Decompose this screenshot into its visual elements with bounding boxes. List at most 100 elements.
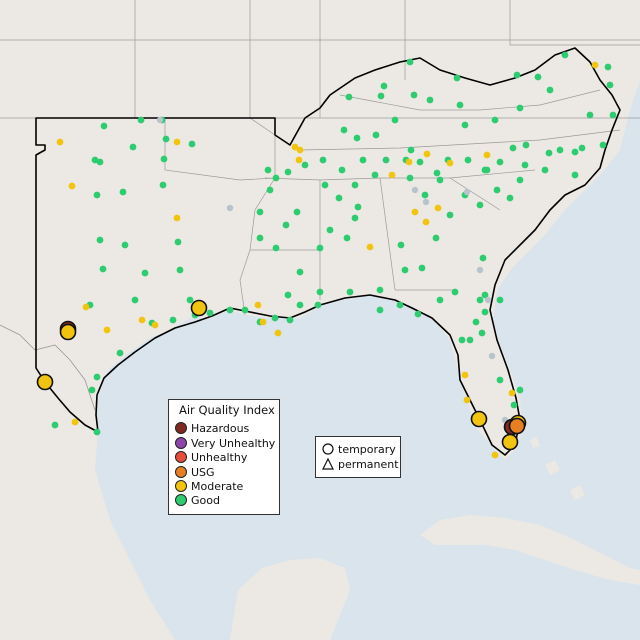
good-site-marker: [116, 349, 124, 357]
unhealthy-swatch: [175, 451, 187, 463]
site-type-legend: temporary permanent: [315, 436, 401, 478]
good-site-marker: [478, 329, 486, 337]
good-site-marker: [451, 288, 459, 296]
good-site-marker: [129, 143, 137, 151]
good-site-marker: [100, 122, 108, 130]
triangle-icon: [322, 458, 334, 470]
moderate-site-marker: [151, 321, 159, 329]
good-site-marker: [561, 51, 569, 59]
good-site-marker: [406, 174, 414, 182]
good-site-marker: [606, 81, 614, 89]
good-site-marker: [256, 208, 264, 216]
good-site-marker: [418, 264, 426, 272]
moderate-site-marker: [291, 143, 299, 151]
good-site-marker: [407, 146, 415, 154]
legend-row-temporary: temporary: [322, 442, 396, 456]
good-site-marker: [343, 234, 351, 242]
good-site-marker: [91, 156, 99, 164]
good-site-marker: [206, 309, 214, 317]
good-site-marker: [472, 318, 480, 326]
good-site-marker: [340, 126, 348, 134]
good-site-marker: [416, 158, 424, 166]
good-site-marker: [578, 144, 586, 152]
nodata-sites: [156, 116, 509, 424]
moderate-site-marker: [138, 316, 146, 324]
good-site-marker: [466, 336, 474, 344]
good-site-marker: [99, 265, 107, 273]
good-site-marker: [446, 211, 454, 219]
good-site-marker: [264, 166, 272, 174]
aqi-legend-title: Air Quality Index: [179, 403, 275, 417]
moderate-site-marker: [461, 371, 469, 379]
good-site-marker: [406, 58, 414, 66]
moderate-site-marker: [173, 138, 181, 146]
good-site-marker: [121, 241, 129, 249]
good-site-marker: [433, 169, 441, 177]
legend-row-permanent: permanent: [322, 457, 399, 471]
moderate-site-marker: [254, 301, 262, 309]
good-site-marker: [426, 96, 434, 104]
good-site-marker: [476, 296, 484, 304]
good-site-marker: [351, 181, 359, 189]
good-site-marker: [436, 296, 444, 304]
moderate-site-marker: [405, 158, 413, 166]
good-sites: [51, 51, 617, 436]
good-site-marker: [571, 148, 579, 156]
good-site-marker: [453, 74, 461, 82]
good-site-marker: [376, 286, 384, 294]
good-site-marker: [481, 308, 489, 316]
cuba-land: [420, 515, 640, 585]
good-site-marker: [286, 316, 294, 324]
moderate-swatch: [175, 480, 187, 492]
good-site-marker: [272, 244, 280, 252]
good-site-marker: [282, 221, 290, 229]
good-site-marker: [546, 86, 554, 94]
good-site-marker: [516, 386, 524, 394]
circle-icon: [322, 443, 334, 455]
good-site-marker: [296, 301, 304, 309]
good-site-marker: [604, 63, 612, 71]
good-site-marker: [371, 171, 379, 179]
usg-swatch: [175, 466, 187, 478]
good-site-marker: [301, 161, 309, 169]
good-site-marker: [316, 244, 324, 252]
legend-row-unhealthy: Unhealthy: [175, 450, 247, 464]
moderate-site-marker: [411, 208, 419, 216]
good-site-marker: [141, 269, 149, 277]
legend-label-very-unhealthy: Very Unhealthy: [191, 436, 276, 450]
moderate-sites: [56, 61, 599, 459]
good-site-marker: [401, 266, 409, 274]
good-site-marker: [496, 296, 504, 304]
hazardous-swatch: [175, 422, 187, 434]
good-site-marker: [516, 104, 524, 112]
good-site-marker: [321, 181, 329, 189]
good-site-marker: [354, 203, 362, 211]
good-site-marker: [186, 296, 194, 304]
legend-label-moderate: Moderate: [191, 479, 244, 493]
temporary-site-marker: [36, 373, 54, 391]
good-site-marker: [326, 226, 334, 234]
good-site-marker: [481, 291, 489, 299]
good-site-marker: [359, 156, 367, 164]
good-site-marker: [96, 236, 104, 244]
good-site-marker: [586, 111, 594, 119]
good-site-marker: [476, 201, 484, 209]
legend-row-usg: USG: [175, 465, 215, 479]
moderate-site-marker: [423, 150, 431, 158]
good-site-marker: [131, 296, 139, 304]
good-site-marker: [226, 306, 234, 314]
good-site-marker: [516, 176, 524, 184]
good-site-marker: [380, 82, 388, 90]
moderate-site-marker: [173, 214, 181, 222]
legend-row-very-unhealthy: Very Unhealthy: [175, 436, 275, 450]
legend-label-unhealthy: Unhealthy: [191, 450, 248, 464]
good-site-marker: [93, 373, 101, 381]
moderate-site-marker: [71, 418, 79, 426]
grey-site-marker: [226, 204, 234, 212]
good-site-marker: [541, 166, 549, 174]
good-site-marker: [335, 194, 343, 202]
good-site-marker: [93, 428, 101, 436]
moderate-site-marker: [483, 151, 491, 159]
good-site-marker: [496, 376, 504, 384]
good-site-marker: [421, 191, 429, 199]
